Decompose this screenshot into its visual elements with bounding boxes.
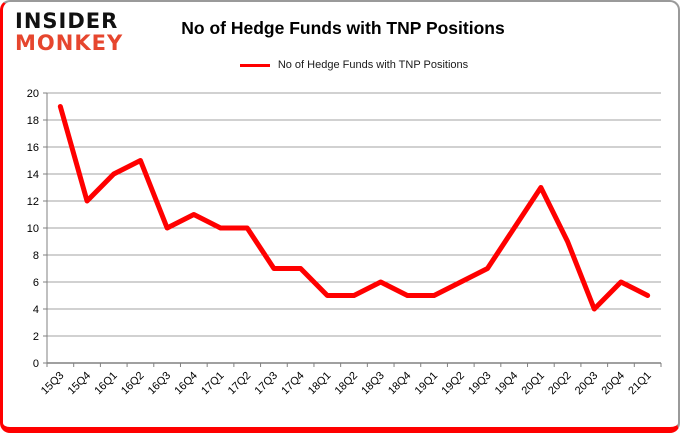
x-tick-label: 19Q3	[466, 370, 494, 398]
line-chart-plot-area: 0 2 4 6 8 10 12 14 16 18 20 15Q3 15Q4 16Q1 16Q2 16Q3 16Q…	[27, 88, 662, 398]
x-tick-label: 16Q1	[92, 370, 120, 398]
x-tick-label: 16Q2	[119, 370, 147, 398]
x-tick-label: 18Q2	[333, 370, 361, 398]
x-tick-label: 21Q1	[626, 370, 654, 398]
x-tick-label: 19Q2	[439, 370, 467, 398]
x-tick-label: 17Q3	[253, 370, 281, 398]
x-tick-label: 15Q4	[66, 370, 94, 398]
x-tick-label: 16Q4	[172, 370, 200, 398]
y-tick-label: 18	[27, 115, 39, 127]
x-tick-label: 18Q1	[306, 370, 334, 398]
x-tick-label: 17Q1	[199, 370, 227, 398]
x-tick-label: 20Q1	[519, 370, 547, 398]
y-tick-label: 20	[27, 88, 39, 100]
y-tick-label: 6	[33, 277, 39, 289]
x-tick-label: 19Q4	[493, 370, 521, 398]
y-tick-label: 4	[33, 304, 39, 316]
legend-label: No of Hedge Funds with TNP Positions	[277, 59, 469, 71]
y-tick-label: 10	[27, 223, 39, 235]
x-tick-label: 15Q3	[39, 370, 67, 398]
x-tick-label: 20Q4	[600, 370, 628, 398]
x-tick-label: 17Q2	[226, 370, 254, 398]
x-tick-label: 20Q2	[546, 370, 574, 398]
chart-title: No of Hedge Funds with TNP Positions	[181, 18, 505, 38]
x-tick-label: 17Q4	[279, 370, 307, 398]
insider-monkey-logo: INSIDER MONKEY	[15, 10, 123, 54]
chart-legend: No of Hedge Funds with TNP Positions	[47, 59, 661, 71]
x-tick-label: 18Q4	[386, 370, 414, 398]
logo-text-monkey: MONKEY	[15, 31, 124, 55]
y-tick-label: 14	[27, 169, 39, 181]
x-tick-label: 16Q3	[146, 370, 174, 398]
y-tick-label: 16	[27, 142, 39, 154]
y-tick-label: 2	[33, 331, 39, 343]
y-tick-label: 8	[33, 250, 39, 262]
logo-text-insider: INSIDER	[15, 9, 119, 33]
y-tick-label: 0	[33, 358, 39, 370]
series-line	[57, 104, 651, 312]
y-tick-label: 12	[27, 196, 39, 208]
x-tick-label: 18Q3	[359, 370, 387, 398]
x-tick-label: 20Q3	[573, 370, 601, 398]
legend-line-swatch	[239, 63, 270, 67]
x-tick-label: 19Q1	[413, 370, 441, 398]
